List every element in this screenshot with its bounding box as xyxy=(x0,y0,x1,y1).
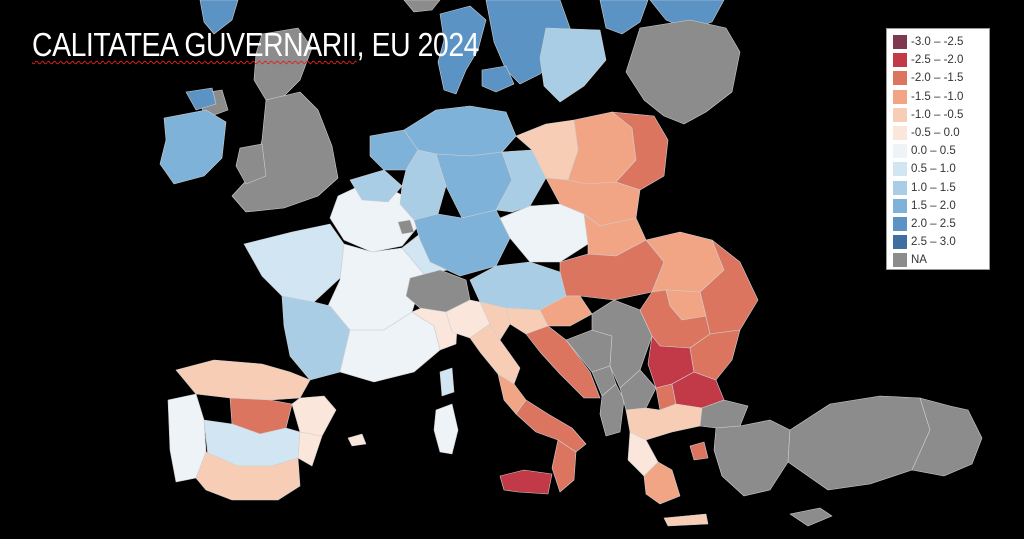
legend: -3.0 – -2.5 -2.5 – -2.0 -2.0 – -1.5 -1.5… xyxy=(886,28,990,270)
region-greece-south[interactable] xyxy=(643,461,681,505)
legend-item: 0.5 – 1.0 xyxy=(893,160,989,178)
legend-item: 2.5 – 3.0 xyxy=(893,233,989,251)
region-turkey-west[interactable] xyxy=(713,419,791,497)
legend-swatch xyxy=(893,71,907,86)
region-sardinia[interactable] xyxy=(433,403,459,455)
legend-label: 1.0 – 1.5 xyxy=(911,181,956,194)
region-czechia[interactable] xyxy=(499,203,589,263)
legend-swatch xyxy=(893,253,907,268)
legend-item: -0.5 – 0.0 xyxy=(893,124,989,142)
region-belgium[interactable] xyxy=(349,169,403,203)
legend-swatch xyxy=(893,126,907,141)
legend-label: -2.0 – -1.5 xyxy=(911,72,964,85)
legend-label: -3.0 – -2.5 xyxy=(911,36,964,49)
region-denmark-zealand[interactable] xyxy=(481,65,515,93)
title-suffix: , EU 2024 xyxy=(356,26,480,63)
region-bulgaria-east[interactable] xyxy=(689,329,741,381)
region-croatia-coast[interactable] xyxy=(525,325,601,399)
region-balearic[interactable] xyxy=(347,433,367,447)
legend-swatch xyxy=(893,107,907,122)
legend-swatch xyxy=(893,216,907,231)
region-wales[interactable] xyxy=(235,143,267,185)
region-romania-center[interactable] xyxy=(665,289,707,321)
region-greece-north[interactable] xyxy=(625,403,703,441)
legend-label: 2.0 – 2.5 xyxy=(911,217,956,230)
legend-item: 1.0 – 1.5 xyxy=(893,179,989,197)
region-north-isles[interactable] xyxy=(185,87,217,111)
legend-item: -1.5 – -1.0 xyxy=(893,88,989,106)
region-spain-catalonia[interactable] xyxy=(291,395,337,437)
region-finland-south[interactable] xyxy=(599,0,649,35)
map-title: CALITATEA GUVERNARII, EU 2024 xyxy=(32,26,479,64)
region-germany-north[interactable] xyxy=(403,105,517,157)
region-spain-south[interactable] xyxy=(195,451,301,501)
region-italy-calabria[interactable] xyxy=(551,439,577,493)
legend-swatch xyxy=(893,35,907,50)
legend-item: -2.5 – -2.0 xyxy=(893,51,989,69)
title-main: CALITATEA GUVERNARII xyxy=(32,26,357,63)
region-north-macedonia[interactable] xyxy=(619,369,657,411)
legend-label: 0.0 – 0.5 xyxy=(911,145,956,158)
legend-label: -2.5 – -2.0 xyxy=(911,54,964,67)
region-france-west[interactable] xyxy=(243,223,345,303)
legend-swatch xyxy=(893,162,907,177)
region-baltics[interactable] xyxy=(539,27,607,103)
region-spain-north[interactable] xyxy=(175,359,311,401)
region-turkey-center[interactable] xyxy=(787,395,931,491)
legend-swatch xyxy=(893,144,907,159)
region-spain-valencia[interactable] xyxy=(297,431,323,467)
region-russia-north[interactable] xyxy=(403,0,441,13)
region-crete[interactable] xyxy=(663,513,709,527)
region-albania[interactable] xyxy=(599,383,625,437)
legend-swatch xyxy=(893,53,907,68)
legend-item: -3.0 – -2.5 xyxy=(893,33,989,51)
legend-label: -0.5 – 0.0 xyxy=(911,127,960,140)
legend-item: NA xyxy=(893,251,989,269)
legend-label: NA xyxy=(911,254,927,267)
region-russia-west[interactable] xyxy=(625,19,741,125)
legend-item: -2.0 – -1.5 xyxy=(893,69,989,87)
legend-label: 2.5 – 3.0 xyxy=(911,236,956,249)
legend-swatch xyxy=(893,89,907,104)
region-italy-south[interactable] xyxy=(515,399,587,453)
region-cyprus[interactable] xyxy=(789,507,833,527)
legend-label: 0.5 – 1.0 xyxy=(911,163,956,176)
legend-swatch xyxy=(893,198,907,213)
legend-item: 1.5 – 2.0 xyxy=(893,197,989,215)
legend-label: 1.5 – 2.0 xyxy=(911,199,956,212)
region-denmark[interactable] xyxy=(437,5,487,95)
region-italy-center[interactable] xyxy=(469,323,521,385)
region-sicily[interactable] xyxy=(499,469,553,495)
legend-item: 0.0 – 0.5 xyxy=(893,142,989,160)
region-luxembourg[interactable] xyxy=(397,219,415,235)
legend-item: -1.0 – -0.5 xyxy=(893,106,989,124)
region-italy-northeast[interactable] xyxy=(479,301,511,341)
legend-swatch xyxy=(893,235,907,250)
region-germany-south[interactable] xyxy=(413,209,511,277)
region-ireland[interactable] xyxy=(159,109,227,185)
legend-label: -1.0 – -0.5 xyxy=(911,108,964,121)
legend-swatch xyxy=(893,180,907,195)
legend-label: -1.5 – -1.0 xyxy=(911,90,964,103)
region-poland-south[interactable] xyxy=(545,177,641,227)
region-corsica[interactable] xyxy=(439,367,455,397)
legend-item: 2.0 – 2.5 xyxy=(893,215,989,233)
region-turkey-east[interactable] xyxy=(911,397,983,477)
region-norway-coast[interactable] xyxy=(199,0,239,35)
region-aegean-islands[interactable] xyxy=(689,441,709,461)
